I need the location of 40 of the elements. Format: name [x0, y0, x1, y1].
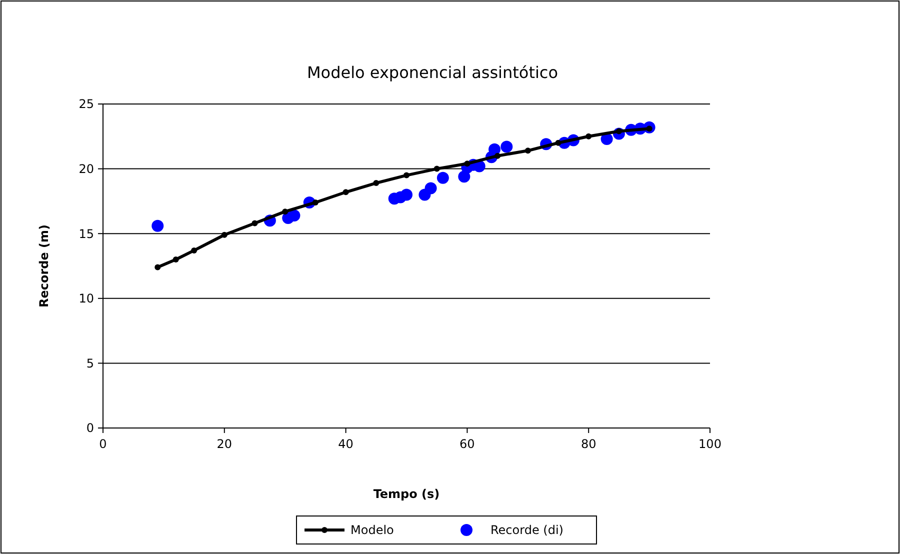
point — [172, 256, 179, 263]
y-tick-label: 25 — [78, 97, 94, 112]
y-tick-label: 15 — [78, 226, 94, 241]
point — [500, 140, 513, 153]
point — [342, 189, 349, 196]
point — [373, 180, 380, 186]
x-tick-label: 20 — [216, 437, 232, 451]
point — [252, 220, 258, 226]
point — [424, 182, 437, 194]
x-tick-label: 40 — [338, 437, 354, 451]
x-tick-label: 80 — [580, 437, 596, 451]
point — [494, 152, 501, 159]
x-tick-label: 0 — [99, 437, 107, 451]
point — [586, 133, 592, 140]
point — [152, 220, 164, 232]
y-tick-label: 20 — [78, 162, 94, 176]
point — [524, 148, 531, 154]
point — [436, 172, 449, 184]
legend-label: Recorde (di) — [490, 523, 564, 538]
y-tick-label: 5 — [86, 356, 94, 370]
point — [191, 247, 198, 254]
point — [464, 160, 470, 167]
point — [312, 199, 318, 206]
point — [555, 140, 562, 146]
point — [282, 208, 288, 215]
point — [404, 172, 410, 178]
point — [221, 232, 228, 238]
y-tick-label: 10 — [78, 292, 94, 306]
y-axis-title: Recorde (m) — [37, 224, 51, 308]
x-tick-label: 100 — [698, 437, 722, 451]
point — [288, 209, 300, 222]
point — [600, 132, 613, 145]
y-tick-label: 0 — [86, 421, 94, 436]
chart-title: Modelo exponencial assintótico — [306, 63, 558, 82]
x-tick-label: 60 — [460, 437, 475, 451]
x-axis-title: Tempo (s) — [373, 487, 440, 501]
point — [434, 166, 440, 172]
point — [400, 188, 412, 201]
point — [154, 264, 161, 270]
legend-label: Modelo — [350, 523, 394, 538]
